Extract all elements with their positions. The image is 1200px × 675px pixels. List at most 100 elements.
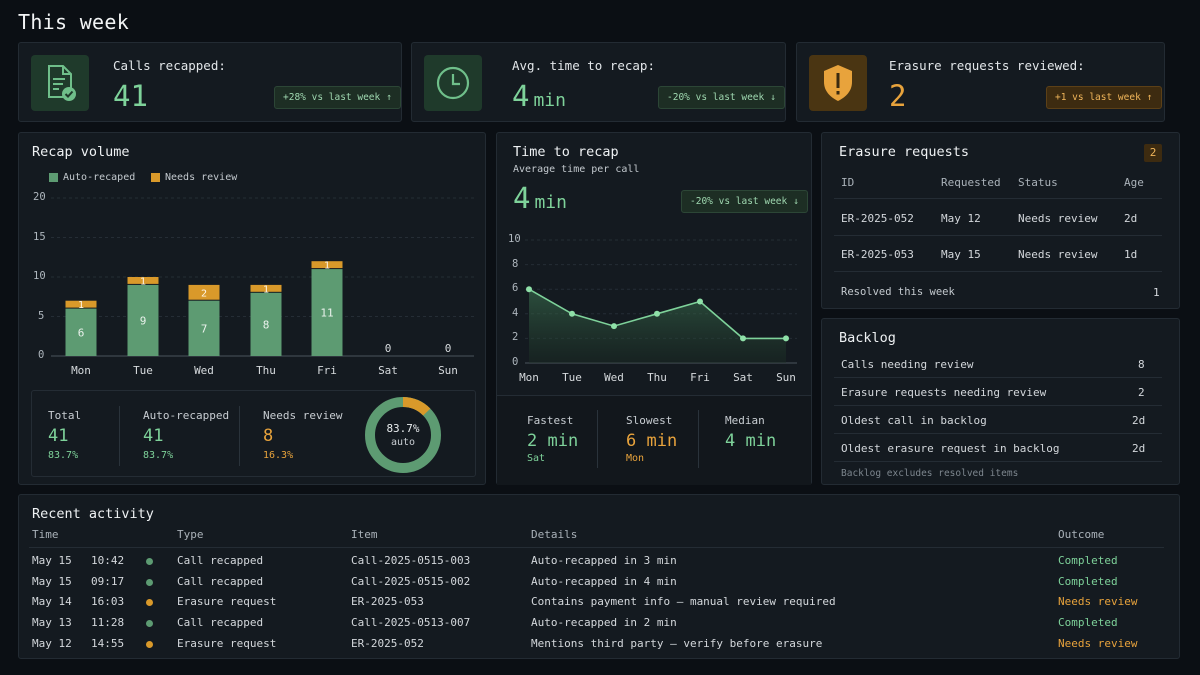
time-value: 4 min (513, 181, 567, 215)
col-header-age: Age (1124, 176, 1144, 189)
col-header-outcome: Outcome (1058, 528, 1105, 541)
document-check-icon (31, 55, 89, 111)
x-label: Mon (519, 371, 539, 384)
col-header-details: Details (531, 528, 578, 541)
y-tick: 0 (512, 356, 519, 368)
y-tick: 0 (38, 349, 45, 361)
x-label: Fri (317, 364, 337, 377)
clock-icon (424, 55, 482, 111)
activity-type: Call recapped (177, 574, 264, 588)
bar-auto-label: 7 (201, 322, 208, 335)
stat-value: 4 min (725, 431, 777, 451)
recap-summary-box: Total 41 83.7% Auto-recapped 41 83.7% Ne… (31, 390, 476, 477)
bar-review (188, 284, 220, 300)
kpi-value: 4 min (512, 79, 566, 113)
backlog-panel: Backlog Calls needing review 8 Erasure r… (821, 318, 1180, 485)
status-dot-amber (146, 640, 153, 648)
activity-outcome: Completed (1058, 574, 1118, 588)
x-label: Wed (194, 364, 214, 377)
summary-value: 41 (143, 426, 164, 446)
status-dot-green (146, 620, 153, 628)
bar-review-label: 2 (201, 288, 207, 299)
col-header-item: Item (351, 528, 378, 541)
activity-details: Auto-recapped in 4 min (531, 574, 677, 588)
line-point (654, 310, 660, 317)
col-header-type: Type (177, 528, 204, 541)
stat-value: 2 min (527, 431, 579, 451)
resolved-value: 1 (1153, 286, 1160, 299)
backlog-value: 2d (1132, 442, 1146, 455)
activity-item: ER-2025-052 (351, 636, 424, 650)
activity-item: Call-2025-0513-007 (351, 616, 471, 630)
activity-outcome: Needs review (1058, 636, 1138, 650)
summary-label: Total (48, 409, 82, 422)
activity-type: Erasure request (177, 636, 277, 650)
line-point (783, 335, 789, 342)
bar-review (127, 277, 159, 284)
bar-auto-label: 9 (140, 314, 147, 327)
backlog-label: Calls needing review (841, 358, 974, 371)
bar-total-label: 0 (385, 342, 392, 355)
shield-alert-icon (809, 55, 867, 111)
kpi-value: 2 (889, 79, 907, 113)
divider (834, 235, 1162, 236)
activity-time: 14:55 (91, 636, 125, 650)
time-stats-box: Fastest 2 min Sat Slowest 6 min Mon Medi… (497, 395, 811, 485)
erasure-status: Needs review (1018, 212, 1098, 225)
y-tick: 15 (33, 231, 46, 243)
divider (119, 406, 120, 466)
backlog-label: Oldest erasure request in backlog (841, 442, 1060, 455)
bar-auto-label: 8 (263, 318, 270, 331)
status-dot-amber (146, 599, 153, 607)
x-label: Sun (438, 364, 458, 377)
stat-label: Slowest (626, 414, 673, 427)
erasure-age: 1d (1124, 248, 1138, 261)
col-header-requested: Requested (941, 176, 1001, 189)
stat-value: 6 min (626, 431, 678, 451)
page-title: This week (18, 10, 130, 34)
x-label: Sun (776, 371, 796, 384)
activity-date: May 12 (32, 636, 72, 650)
activity-time: 11:28 (91, 616, 125, 630)
erasure-status: Needs review (1018, 248, 1098, 261)
erasure-requested: May 12 (941, 212, 981, 225)
legend-review: Needs review (151, 172, 237, 183)
arrow-down-icon: ↓ (793, 196, 799, 207)
activity-date: May 13 (32, 616, 72, 630)
divider (239, 406, 240, 466)
bar-auto (311, 269, 343, 356)
y-tick: 2 (512, 331, 519, 343)
activity-outcome: Completed (1058, 554, 1118, 567)
summary-pct: 83.7% (143, 450, 174, 461)
bar-auto-label: 6 (78, 326, 85, 339)
x-label: Thu (256, 364, 276, 377)
bar-review-label: 1 (140, 276, 146, 287)
panel-title: Recap volume (32, 144, 130, 160)
x-label: Tue (133, 364, 153, 377)
line-point (526, 286, 532, 293)
divider (834, 377, 1162, 378)
erasure-requests-panel: Erasure requests 2 ID Requested Status A… (821, 132, 1180, 309)
erasure-age: 2d (1124, 212, 1138, 225)
summary-label: Needs review (263, 409, 343, 422)
stat-label: Fastest (527, 414, 574, 427)
summary-value: 8 (263, 426, 274, 446)
auto-ratio-donut (365, 397, 441, 473)
donut-center-label: auto (390, 437, 416, 448)
activity-outcome: Needs review (1058, 595, 1138, 609)
activity-details: Contains payment info – manual review re… (531, 595, 836, 609)
activity-date: May 14 (32, 595, 72, 609)
x-label: Sat (733, 371, 753, 384)
bar-auto (250, 292, 282, 356)
summary-label: Auto-recapped (143, 409, 230, 422)
backlog-value: 8 (1138, 358, 1145, 371)
summary-pct: 16.3% (263, 450, 294, 461)
arrow-up-icon: ↑ (1146, 92, 1153, 103)
summary-pct: 83.7% (48, 450, 79, 461)
x-label: Sat (378, 364, 398, 377)
backlog-value: 2 (1138, 386, 1145, 399)
activity-item: Call-2025-0515-002 (351, 574, 471, 588)
erasure-requested: May 15 (941, 248, 981, 261)
status-dot-green (146, 558, 153, 565)
